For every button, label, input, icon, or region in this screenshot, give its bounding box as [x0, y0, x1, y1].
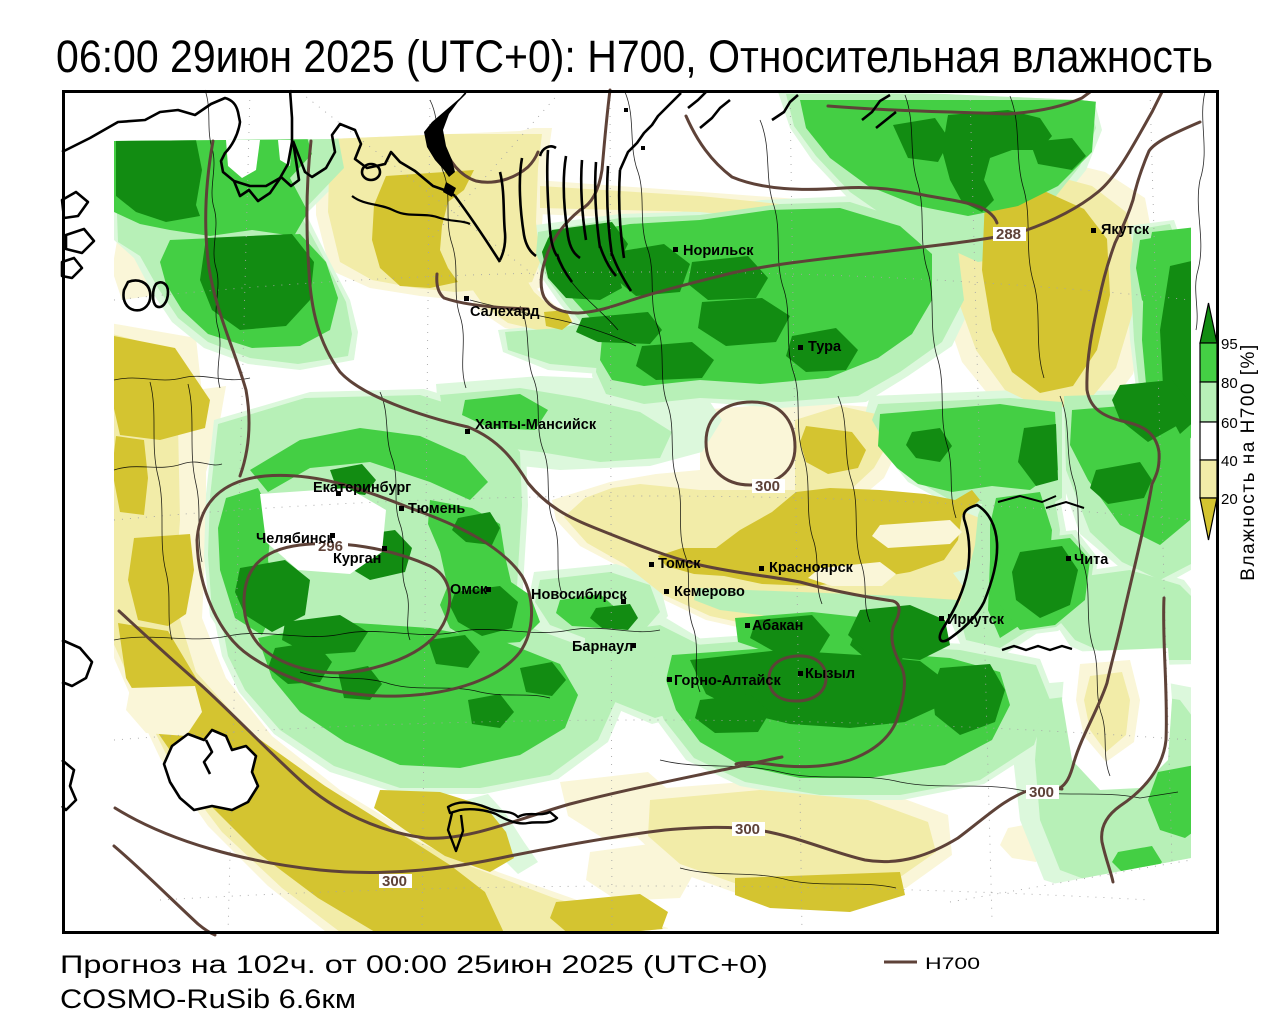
svg-text:COSMO-RuSib 6.6км: COSMO-RuSib 6.6км	[60, 984, 356, 1014]
svg-text:Кызыл: Кызыл	[805, 666, 855, 682]
svg-text:95: 95	[1221, 336, 1238, 353]
svg-text:40: 40	[1221, 453, 1238, 470]
svg-text:06:00 29июн 2025 (UTC+0): H700: 06:00 29июн 2025 (UTC+0): H700, Относите…	[56, 31, 1213, 82]
svg-text:Екатеринбург: Екатеринбург	[313, 480, 411, 496]
svg-text:Барнаул: Барнаул	[572, 639, 633, 655]
svg-text:Кемерово: Кемерово	[674, 584, 745, 600]
svg-text:Томск: Томск	[658, 556, 701, 572]
svg-text:60: 60	[1221, 415, 1238, 432]
svg-text:300: 300	[755, 478, 780, 495]
svg-text:Салехард: Салехард	[470, 304, 539, 320]
svg-text:Чита: Чита	[1074, 552, 1109, 568]
svg-text:Ханты-Мансийск: Ханты-Мансийск	[475, 417, 597, 433]
svg-text:H700: H700	[925, 954, 980, 973]
svg-text:300: 300	[735, 821, 760, 838]
svg-text:Тюмень: Тюмень	[408, 501, 465, 517]
svg-text:Челябинск: Челябинск	[256, 531, 335, 547]
svg-text:80: 80	[1221, 375, 1238, 392]
svg-text:Новосибирск: Новосибирск	[531, 587, 627, 603]
svg-text:Прогноз на 102ч. от 00:00 25ию: Прогноз на 102ч. от 00:00 25июн 2025 (UT…	[60, 951, 768, 979]
svg-text:Якутск: Якутск	[1101, 222, 1150, 238]
svg-text:300: 300	[382, 873, 407, 890]
svg-text:20: 20	[1221, 491, 1238, 508]
svg-text:288: 288	[996, 226, 1021, 243]
svg-text:Омск: Омск	[450, 582, 488, 598]
svg-text:Иркутск: Иркутск	[947, 612, 1005, 628]
svg-text:296: 296	[318, 538, 343, 555]
svg-text:Тура: Тура	[808, 339, 842, 355]
svg-text:Норильск: Норильск	[683, 243, 754, 259]
svg-text:Красноярск: Красноярск	[769, 560, 854, 576]
svg-text:Влажность на H700 [%]: Влажность на H700 [%]	[1238, 343, 1259, 580]
svg-text:Горно-Алтайск: Горно-Алтайск	[674, 673, 781, 689]
svg-text:300: 300	[1029, 784, 1054, 801]
svg-text:Курган: Курган	[333, 551, 381, 567]
svg-text:Абакан: Абакан	[752, 618, 803, 634]
